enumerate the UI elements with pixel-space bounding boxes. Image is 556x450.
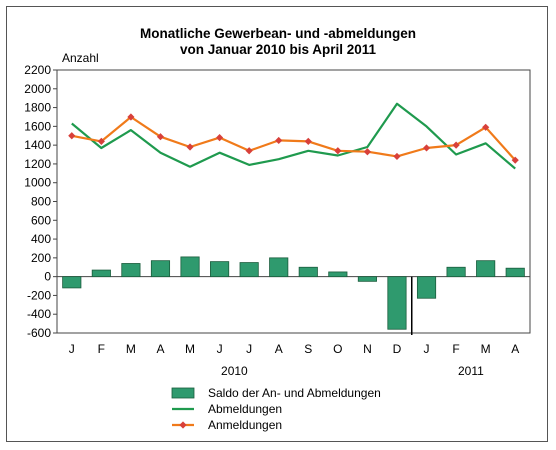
year-label: 2011 [458, 364, 484, 378]
anmeldungen-marker [245, 147, 253, 155]
bar [91, 269, 111, 278]
anmeldungen-marker [215, 134, 224, 142]
bar [476, 260, 496, 278]
y-tick-label: 200 [31, 251, 51, 265]
y-tick-label: 400 [31, 232, 51, 246]
anmeldungen-marker [97, 137, 105, 145]
chart-title-line2: von Januar 2010 bis April 2011 [179, 42, 377, 57]
chart-title-line1: Monatliche Gewerbean- und -abmeldungen [139, 26, 417, 41]
y-tick-label: 1600 [24, 119, 51, 133]
bar-series [62, 256, 525, 330]
x-tick-label: N [363, 342, 372, 356]
y-tick-label: -400 [27, 307, 51, 321]
y-tick-label: 600 [31, 213, 51, 227]
legend-label: Anmeldungen [208, 418, 282, 432]
x-tick-label: A [156, 342, 164, 356]
x-tick-label: O [333, 342, 342, 356]
anmeldungen-marker [334, 147, 342, 155]
x-tick-label: J [246, 342, 252, 356]
legend-label: Saldo der An- und Abmeldungen [208, 386, 381, 400]
y-tick-label: 0 [44, 270, 51, 284]
x-tick-label: M [481, 342, 491, 356]
x-tick-label: F [98, 342, 105, 356]
anmeldungen-marker [511, 156, 519, 164]
anmeldungen-marker [422, 144, 431, 152]
y-tick-label: 2000 [24, 82, 51, 96]
anmeldungen-marker [304, 137, 312, 145]
legend-marker-anmeldungen [179, 421, 187, 429]
abmeldungen-line [71, 102, 516, 170]
bar [269, 257, 289, 278]
x-tick-label: J [69, 342, 75, 356]
axes [53, 69, 531, 335]
bar [180, 256, 200, 278]
x-tick-label: F [452, 342, 459, 356]
anmeldungen-marker [482, 123, 490, 131]
bar [357, 276, 377, 282]
bar [298, 266, 318, 278]
bar [62, 276, 82, 289]
anmeldungen-marker [363, 148, 372, 156]
x-tick-label: D [393, 342, 402, 356]
anmeldungen-marker [68, 132, 76, 140]
bar [416, 276, 437, 299]
legend-swatch-saldo [171, 387, 195, 399]
bar [210, 261, 230, 278]
y-tick-label: 1400 [24, 138, 51, 152]
bar [328, 271, 348, 278]
anmeldungen-line [71, 115, 517, 161]
x-tick-label: M [126, 342, 136, 356]
y-tick-label: 1000 [24, 176, 51, 190]
y-tick-label: 1200 [24, 157, 51, 171]
bar [505, 267, 525, 278]
bar [446, 266, 466, 278]
y-tick-label: 800 [31, 195, 51, 209]
x-tick-label: A [511, 342, 519, 356]
bar [239, 262, 259, 278]
bar [121, 263, 141, 278]
x-tick-label: J [424, 342, 430, 356]
anmeldungen-marker [452, 141, 460, 149]
anmeldungen-marker [186, 143, 194, 151]
legend-label: Abmeldungen [208, 402, 282, 416]
anmeldungen-marker [393, 152, 401, 161]
legend: Saldo der An- und Abmeldungen Abmeldungen… [171, 386, 381, 432]
anmeldungen-marker [127, 113, 135, 121]
axis-labels: -600 -400 -200 0 200 400 600 800 1000 1200 1400 160… [24, 63, 519, 378]
bar [150, 260, 171, 278]
x-tick-label: J [217, 342, 223, 356]
x-tick-label: A [275, 342, 283, 356]
x-tick-label: S [304, 342, 312, 356]
plot-area [56, 69, 531, 334]
y-tick-label: -600 [27, 326, 51, 340]
line-series [68, 102, 519, 170]
anmeldungen-marker [275, 136, 283, 145]
y-tick-label: -200 [27, 288, 51, 302]
y-tick-label: 2200 [24, 63, 51, 77]
anmeldungen-marker [156, 133, 165, 141]
x-tick-label: M [185, 342, 195, 356]
year-label: 2010 [221, 364, 248, 378]
bar [387, 276, 407, 330]
chart-frame [6, 6, 548, 442]
y-axis-label: Anzahl [62, 51, 99, 65]
y-tick-label: 1800 [24, 101, 51, 115]
